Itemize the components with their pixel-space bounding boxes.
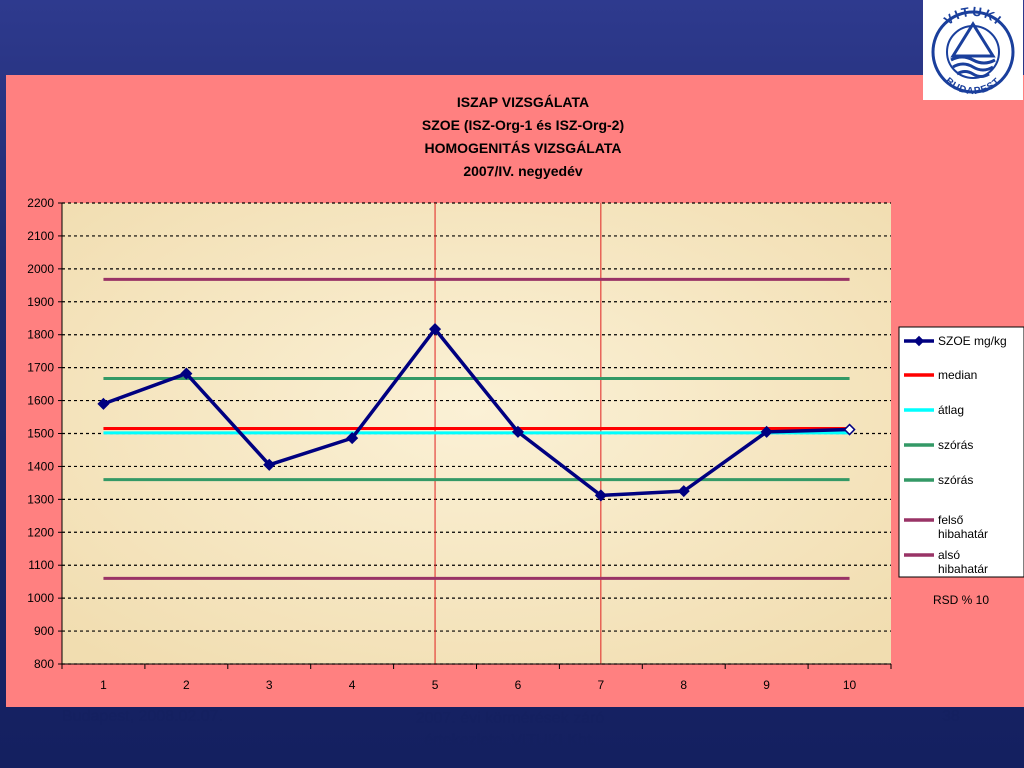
vituki-logo-icon: VITUKI BUDAPEST [931,4,1015,97]
x-tick-label: 9 [763,678,770,692]
legend-label: szórás [938,473,973,487]
x-tick-label: 3 [266,678,273,692]
y-tick-label: 2200 [27,196,54,210]
x-tick-label: 7 [598,678,605,692]
chart-svg: ISZAP VIZSGÁLATA SZOE (ISZ-Org-1 és ISZ-… [27,94,1024,692]
legend-label: SZOE mg/kg [938,334,1007,348]
data-point [180,367,193,380]
x-tick-label: 1 [100,678,107,692]
y-tick-label: 1800 [27,328,54,342]
footer-date: Budapest, 2008.02.07. [62,708,224,725]
data-point [511,425,525,438]
data-point [760,425,773,438]
data-point [594,489,607,502]
series-line [102,327,850,498]
x-tick-label: 4 [349,678,356,692]
y-tick-label: 1100 [28,558,54,572]
legend: SZOE mg/kgmedianátlagszórásszórásfelsőhi… [898,326,1024,578]
y-axis: 800 900 1000 1100 1200 1300 1400 1500 1600 1700 18… [27,196,63,671]
legend-label: szórás [938,438,973,452]
chart-title-line: 2007/IV. negyedév [463,163,583,179]
legend-label: átlag [938,403,964,417]
legend-label: hibahatár [938,562,988,576]
chart-panel: ISZAP VIZSGÁLATA SZOE (ISZ-Org-1 és ISZ-… [6,75,1024,707]
legend-label: median [938,368,977,382]
y-tick-label: 900 [34,624,54,638]
rsd-note: RSD % 10 [933,593,989,607]
chart-title: ISZAP VIZSGÁLATA SZOE (ISZ-Org-1 és ISZ-… [422,94,624,179]
x-tick-label: 6 [515,678,522,692]
data-point [97,397,110,410]
y-tick-label: 1000 [27,591,54,605]
x-tick-label: 10 [843,678,857,692]
footer-event: 2007. évi körmérések záró értekezlete, V… [380,708,640,752]
data-point [346,432,359,445]
y-tick-label: 1300 [27,492,54,506]
y-tick-label: 2000 [27,262,54,276]
data-point [263,458,276,471]
y-tick-label: 1600 [27,394,54,408]
x-tick-label: 8 [680,678,687,692]
y-tick-label: 1900 [27,295,54,309]
y-tick-label: 1500 [27,427,54,441]
footer-event-line: 2007. évi körmérések záró [415,710,605,727]
y-tick-label: 2100 [27,229,54,243]
chart-title-line: SZOE (ISZ-Org-1 és ISZ-Org-2) [422,117,624,133]
y-tick-label: 800 [34,657,54,671]
y-tick-label: 1200 [27,525,54,539]
legend-label: felső [938,513,964,527]
y-tick-label: 1700 [27,361,54,375]
legend-box [898,326,1024,578]
legend-label: alsó [938,548,960,562]
legend-marker [913,335,925,347]
data-point [843,423,856,436]
legend-label: hibahatár [938,527,988,541]
data-point [677,485,690,498]
x-tick-label: 5 [432,678,439,692]
data-point [428,323,442,336]
page-number: 38 [942,708,960,725]
chart-title-line: ISZAP VIZSGÁLATA [457,94,589,110]
x-tick-label: 2 [183,678,190,692]
x-axis: 1 2 3 4 5 6 7 8 9 10 [61,663,892,692]
y-tick-label: 1400 [27,459,54,473]
footer-event-line: értekezlete, VITUKI Kht. [424,732,596,749]
vituki-logo: VITUKI BUDAPEST [923,0,1023,100]
chart-title-line: HOMOGENITÁS VIZSGÁLATA [424,140,621,156]
series-lines [97,277,856,580]
